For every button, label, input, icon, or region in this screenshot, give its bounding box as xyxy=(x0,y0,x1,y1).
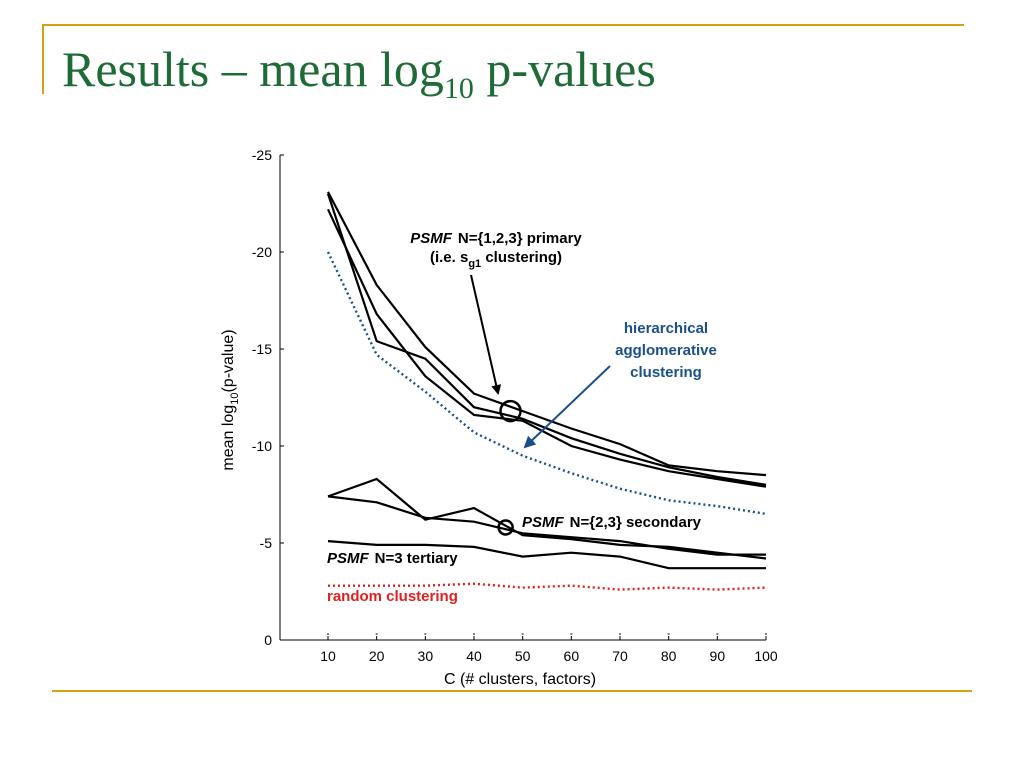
x-tick-label: 80 xyxy=(661,648,677,664)
series-line-psmf-tertiary xyxy=(327,540,766,570)
annotation-secondary-rest: N={2,3} secondary xyxy=(570,514,702,531)
x-axis-label: C (# clusters, factors) xyxy=(444,671,596,688)
annotation-random: random clustering xyxy=(327,588,458,605)
annotation-tertiary-rest: N=3 tertiary xyxy=(375,550,459,567)
x-tick-label: 90 xyxy=(710,648,726,664)
marker-primary-circle xyxy=(499,399,522,423)
y-axis-label: mean log10(p-value) xyxy=(220,329,241,470)
annotation-primary-line2-a: (i.e. s xyxy=(430,249,468,266)
y-tick-label: -20 xyxy=(252,244,272,260)
arrow-hierarchical xyxy=(523,365,611,449)
series-line-psmf-secondary-1 xyxy=(327,477,767,560)
annotation-hier-line1: hierarchical xyxy=(624,320,708,337)
annotation-secondary: PSMF N={2,3} secondary xyxy=(522,514,702,531)
chart-series xyxy=(326,191,767,591)
chart-arrows xyxy=(470,274,611,449)
slide-frame-bottom xyxy=(52,690,972,692)
annotation-primary-line2-sub: g1 xyxy=(468,258,481,270)
annotation-hier-line3: clustering xyxy=(630,364,702,381)
series-line-random xyxy=(328,582,767,591)
y-axis-label-main: mean log xyxy=(220,405,237,471)
y-tick-label: 0 xyxy=(264,632,272,648)
x-tick-label: 100 xyxy=(754,648,778,664)
x-tick-label: 50 xyxy=(515,648,531,664)
x-tick-label: 10 xyxy=(320,648,336,664)
annotation-tertiary-name: PSMF xyxy=(327,550,370,567)
annotation-primary-line1: PSMF N={1,2,3} primary xyxy=(410,230,582,247)
y-tick-label: -15 xyxy=(252,341,272,357)
series-line-psmf-primary-1 xyxy=(327,191,767,477)
slide-title-subscript: 10 xyxy=(443,72,474,105)
x-tick-label: 70 xyxy=(612,648,628,664)
chart-axes: -25 -20 -15 -10 -5 0 10 20 30 40 50 60 70 80 90 100 xyxy=(252,147,778,664)
marker-secondary-circle xyxy=(497,519,514,536)
annotation-secondary-name: PSMF xyxy=(522,514,565,531)
x-tick-label: 30 xyxy=(418,648,434,664)
slide-title-end: p-values xyxy=(473,41,656,97)
annotation-hier-line2: agglomerative xyxy=(615,342,717,359)
y-tick-label: -10 xyxy=(252,438,272,454)
series-line-psmf-primary-3 xyxy=(327,208,767,488)
slide-frame-left xyxy=(42,24,44,94)
annotation-tertiary: PSMF N=3 tertiary xyxy=(327,550,458,567)
arrow-primary xyxy=(470,274,502,395)
y-tick-label: -25 xyxy=(252,147,272,163)
slide-frame-top xyxy=(44,24,964,26)
x-tick-label: 60 xyxy=(564,648,580,664)
y-tick-label: -5 xyxy=(260,535,273,551)
annotation-primary-line2-b: clustering) xyxy=(481,249,562,266)
annotation-primary-name: PSMF xyxy=(410,230,453,247)
chart-markers xyxy=(497,399,522,536)
y-axis-label-sub: 10 xyxy=(229,393,241,405)
y-axis-label-end: (p-value) xyxy=(220,329,237,392)
annotation-primary-line2: (i.e. sg1 clustering) xyxy=(430,249,562,270)
slide-title-main: Results – mean log xyxy=(62,41,444,97)
series-line-psmf-secondary-2 xyxy=(327,495,766,556)
x-tick-label: 40 xyxy=(466,648,482,664)
slide-title: Results – mean log10 p-values xyxy=(62,41,656,104)
annotation-primary-rest: N={1,2,3} primary xyxy=(458,230,582,247)
x-tick-label: 20 xyxy=(369,648,385,664)
series-line-psmf-primary-2 xyxy=(326,193,767,486)
